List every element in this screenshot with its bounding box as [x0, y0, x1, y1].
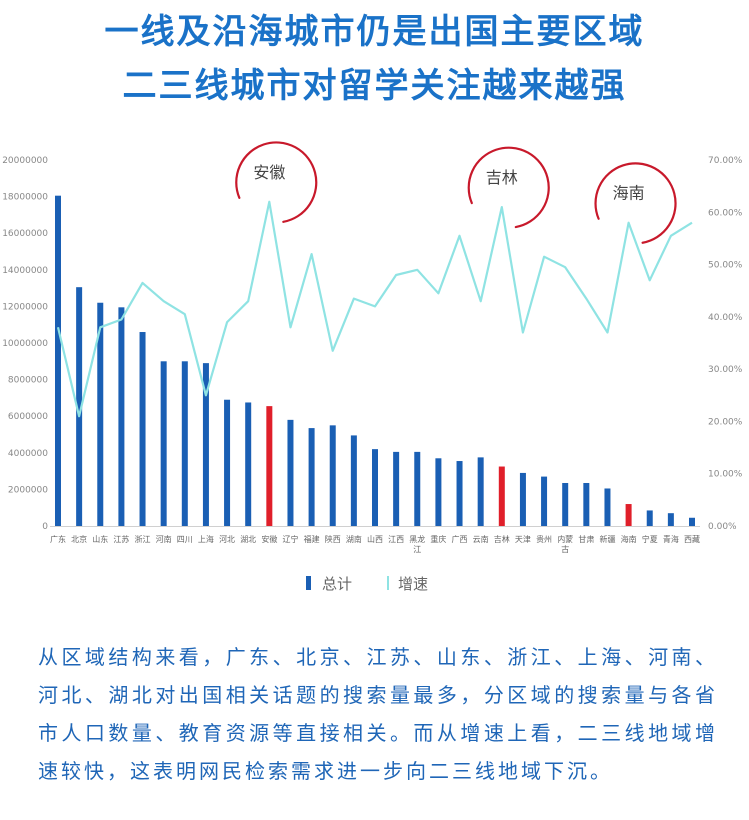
- bar-青海: [667, 513, 674, 526]
- right-axis-tick-label: 50.00%: [708, 261, 743, 271]
- category-label: 广东: [50, 534, 66, 544]
- left-axis-tick-label: 10000000: [2, 339, 48, 349]
- category-label: 内蒙古: [557, 534, 573, 554]
- analysis-paragraph: 从区域结构来看，广东、北京、江苏、山东、浙江、上海、河南、河北、湖北对出国相关话…: [38, 645, 718, 783]
- right-axis-tick-label: 60.00%: [708, 208, 743, 218]
- bar-北京: [76, 287, 83, 526]
- bar-四川: [181, 361, 188, 526]
- category-label: 河北: [219, 534, 235, 544]
- callout-circle-吉林: [467, 146, 550, 229]
- left-axis-tick-label: 6000000: [8, 412, 48, 422]
- category-label: 福建: [304, 534, 320, 544]
- callout-label-吉林: 吉林: [486, 168, 518, 187]
- bar-辽宁: [287, 419, 294, 526]
- left-axis-tick-label: 12000000: [2, 302, 48, 312]
- province-search-chart: 0 2000000 4000000 6000000 8000000 10000000 120…: [2, 141, 743, 593]
- bar-吉林: [498, 466, 505, 526]
- bar-湖北: [245, 402, 252, 526]
- category-label: 广西: [452, 534, 468, 544]
- left-axis-tick-label: 2000000: [8, 485, 48, 495]
- category-label: 湖南: [346, 534, 362, 544]
- bar-重庆: [435, 458, 442, 526]
- category-label: 贵州: [536, 534, 552, 544]
- bar-天津: [519, 472, 526, 526]
- bar-上海: [202, 363, 209, 526]
- category-label: 黑龙江: [409, 534, 425, 554]
- bar-贵州: [541, 476, 548, 526]
- category-label: 西藏: [684, 534, 700, 544]
- category-label: 北京: [71, 534, 87, 544]
- growth-line: [56, 200, 693, 418]
- bar-西藏: [689, 517, 695, 526]
- category-label: 上海: [198, 534, 214, 544]
- bar-广东: [55, 195, 61, 526]
- left-axis-tick-label: 0: [42, 522, 48, 532]
- right-axis-tick-label: 70.00%: [708, 156, 743, 166]
- category-label: 山东: [92, 534, 108, 544]
- bar-江西: [393, 451, 400, 526]
- bar-新疆: [604, 488, 611, 526]
- bar-广西: [456, 461, 463, 526]
- left-axis-tick-label: 20000000: [2, 156, 48, 166]
- category-label: 云南: [473, 534, 489, 544]
- bar-河北: [224, 399, 231, 526]
- callout-label-海南: 海南: [613, 184, 645, 203]
- category-label: 四川: [177, 535, 193, 544]
- category-label: 江西: [388, 535, 404, 544]
- right-axis-tick-label: 20.00%: [708, 417, 743, 427]
- bar-河南: [160, 361, 167, 526]
- category-label: 宁夏: [642, 534, 658, 544]
- legend-bar-swatch: [306, 576, 311, 590]
- bar-山东: [97, 302, 104, 526]
- right-axis-tick-label: 30.00%: [708, 365, 743, 375]
- category-label: 吉林: [494, 534, 510, 544]
- category-label: 河南: [156, 534, 172, 544]
- headline-line-1: 一线及沿海城市仍是出国主要区域: [104, 12, 645, 52]
- callout-circle-海南: [594, 162, 677, 244]
- bar-宁夏: [646, 510, 653, 526]
- legend-line-label: 增速: [398, 575, 428, 593]
- bar-安徽: [266, 406, 273, 526]
- callout-circle-安徽: [235, 141, 318, 223]
- bar-山西: [372, 449, 378, 526]
- category-label: 辽宁: [282, 534, 298, 544]
- category-label: 甘肃: [578, 534, 594, 544]
- category-label: 陕西: [325, 534, 341, 544]
- right-axis-tick-label: 0.00%: [708, 522, 737, 532]
- bar-海南: [625, 504, 632, 526]
- left-axis-tick-label: 8000000: [8, 376, 48, 386]
- left-axis-tick-label: 4000000: [8, 449, 48, 459]
- bar-江苏: [118, 307, 125, 526]
- bar-浙江: [139, 332, 146, 526]
- category-label: 青海: [663, 534, 679, 544]
- bar-黑龙江: [414, 451, 421, 526]
- callout-label-安徽: 安徽: [253, 163, 285, 182]
- category-label: 天津: [515, 534, 531, 544]
- headline-line-2: 二三线城市对留学关注越来越强: [122, 66, 627, 106]
- category-label: 山西: [367, 534, 383, 544]
- right-axis-tick-label: 40.00%: [708, 313, 743, 323]
- category-label: 新疆: [599, 534, 615, 544]
- category-label: 湖北: [240, 535, 256, 544]
- category-label: 安徽: [261, 534, 277, 544]
- bar-内蒙古: [562, 482, 569, 526]
- category-label: 重庆: [430, 534, 446, 544]
- bar-陕西: [329, 425, 336, 526]
- left-axis-tick-label: 14000000: [2, 266, 48, 276]
- category-label: 浙江: [135, 534, 151, 544]
- legend-bar-label: 总计: [322, 575, 352, 593]
- bar-福建: [308, 428, 315, 526]
- category-label: 江苏: [113, 534, 129, 544]
- bar-云南: [477, 457, 484, 526]
- bar-湖南: [350, 435, 357, 526]
- left-axis-tick-label: 16000000: [2, 229, 48, 239]
- right-axis-tick-label: 10.00%: [708, 470, 743, 480]
- left-axis-tick-label: 18000000: [2, 193, 48, 203]
- category-label: 海南: [621, 534, 637, 544]
- bar-甘肃: [583, 482, 590, 526]
